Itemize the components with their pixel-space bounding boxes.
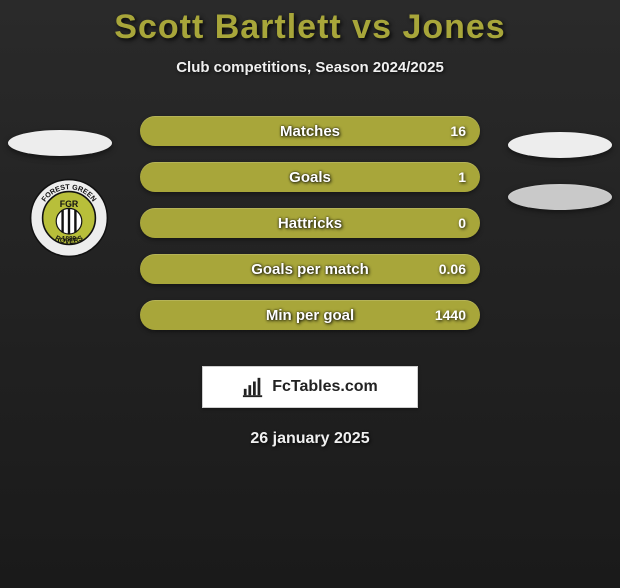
stats-container: Matches 16 Goals 1 Hattricks 0 Goals per… [0,108,620,338]
stat-row: Min per goal 1440 [0,292,620,338]
stat-row: Goals per match 0.06 [0,246,620,292]
stat-row: Hattricks 0 [0,200,620,246]
bar-chart-icon [242,376,264,398]
stat-bar: Goals 1 [140,162,480,192]
stat-value: 0 [458,215,466,231]
stat-value: 0.06 [439,261,466,277]
stat-label: Min per goal [266,307,354,324]
stat-value: 16 [450,123,466,139]
fctables-label: FcTables.com [272,378,378,396]
stat-label: Matches [280,123,340,140]
stat-bar: Min per goal 1440 [140,300,480,330]
page-title: Scott Bartlett vs Jones [0,8,620,47]
stat-row: Goals 1 [0,154,620,200]
page-subtitle: Club competitions, Season 2024/2025 [0,59,620,76]
stat-bar: Matches 16 [140,116,480,146]
stat-value: 1440 [435,307,466,323]
stat-label: Goals [289,169,331,186]
footer-date: 26 january 2025 [0,430,620,448]
stat-label: Hattricks [278,215,342,232]
fctables-badge: FcTables.com [202,366,418,408]
stat-row: Matches 16 [0,108,620,154]
stat-value: 1 [458,169,466,185]
stat-label: Goals per match [251,261,369,278]
stat-bar: Goals per match 0.06 [140,254,480,284]
stat-bar: Hattricks 0 [140,208,480,238]
